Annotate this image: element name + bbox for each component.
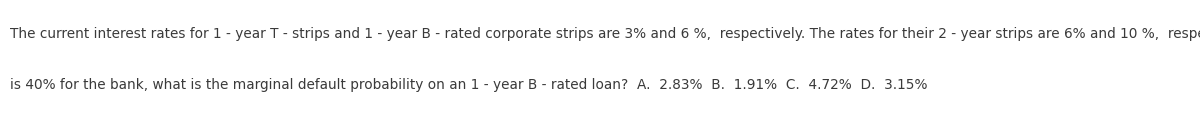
Text: is 40% for the bank, what is the marginal default probability on an 1 - year B -: is 40% for the bank, what is the margina… [10, 78, 928, 92]
Text: The current interest rates for 1 - year T - strips and 1 - year B - rated corpor: The current interest rates for 1 - year … [10, 27, 1200, 41]
